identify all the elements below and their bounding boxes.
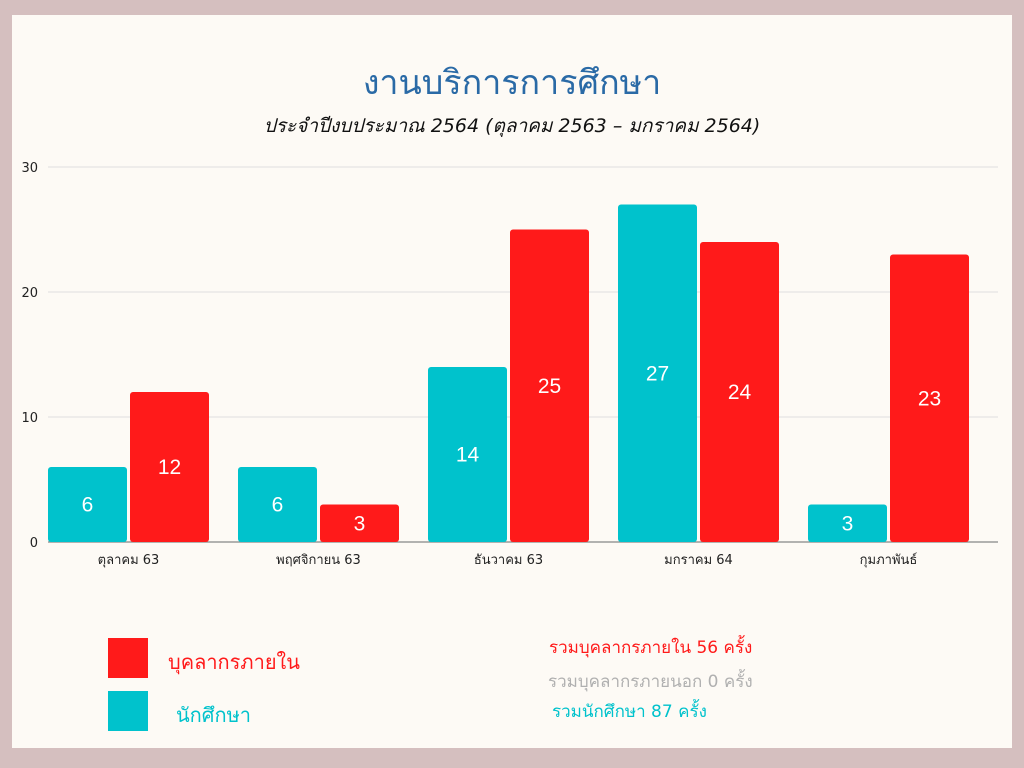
data-label: 3	[354, 512, 366, 535]
bar	[320, 504, 399, 542]
data-label: 23	[918, 387, 941, 410]
total-internal-staff: รวมบุคลากรภายใน 56 ครั้ง	[549, 638, 753, 658]
total-external-staff: รวมบุคลากรภายนอก 0 ครั้ง	[548, 672, 753, 692]
bar	[238, 467, 317, 542]
data-label: 27	[646, 362, 669, 385]
bar	[130, 392, 209, 542]
bar	[890, 254, 969, 542]
legend-swatch-students	[108, 691, 148, 731]
data-label: 24	[728, 381, 752, 404]
total-students: รวมนักศึกษา 87 ครั้ง	[552, 702, 707, 722]
data-label: 6	[82, 494, 94, 517]
bar	[428, 367, 507, 542]
bar	[510, 229, 589, 542]
data-label: 25	[538, 375, 561, 398]
x-tick-label: ธันวาคม 63	[474, 553, 543, 568]
bar	[700, 242, 779, 542]
y-tick-label: 0	[30, 536, 38, 551]
x-tick-label: ตุลาคม 63	[98, 553, 160, 568]
chart-title: งานบริการการศึกษา	[362, 63, 662, 103]
legend-label-students: นักศึกษา	[176, 703, 251, 727]
y-tick-label: 20	[21, 286, 38, 301]
y-tick-label: 30	[21, 161, 38, 176]
data-label: 6	[272, 494, 284, 517]
x-tick-label: พฤศจิกายน 63	[276, 553, 361, 568]
bar	[48, 467, 127, 542]
data-label: 14	[456, 444, 480, 467]
x-tick-label: กุมภาพันธ์	[860, 552, 918, 568]
bar	[808, 504, 887, 542]
chart-subtitle: ประจำปีงบประมาณ 2564 (ตุลาคม 2563 – มกรา…	[263, 115, 761, 137]
y-tick-label: 10	[21, 411, 38, 426]
data-label: 3	[842, 512, 854, 535]
bar	[618, 204, 697, 542]
legend-label-staff: บุคลากรภายใน	[168, 650, 300, 674]
x-tick-label: มกราคม 64	[664, 553, 733, 568]
legend-swatch-staff	[108, 638, 148, 678]
data-label: 12	[158, 456, 181, 479]
